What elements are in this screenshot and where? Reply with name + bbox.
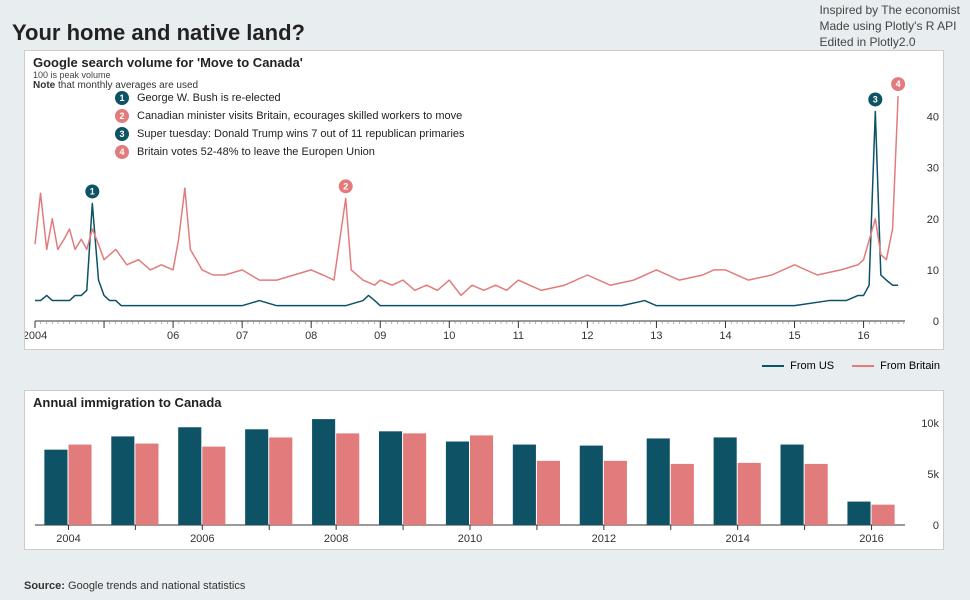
- svg-text:0: 0: [933, 316, 939, 328]
- top-chart-panel: Google search volume for 'Move to Canada…: [24, 50, 944, 350]
- source-line: Source: Google trends and national stati…: [24, 580, 245, 592]
- svg-text:1: 1: [90, 186, 95, 196]
- legend-swatch: [762, 365, 784, 367]
- svg-text:10k: 10k: [921, 418, 939, 430]
- annotation-badge: 4: [115, 145, 129, 159]
- annotation-row: 2 Canadian minister visits Britain, ecour…: [115, 109, 465, 123]
- credit-line: Edited in Plotly2.0: [819, 34, 960, 50]
- legend-label: From US: [790, 360, 834, 372]
- annotation-row: 1 George W. Bush is re-elected: [115, 91, 465, 105]
- annotation-row: 3 Super tuesday: Donald Trump wins 7 out …: [115, 127, 465, 141]
- svg-text:2010: 2010: [458, 533, 482, 545]
- annotation-badge: 1: [115, 91, 129, 105]
- svg-text:2008: 2008: [324, 533, 348, 545]
- legend-item: From US: [762, 360, 834, 372]
- svg-text:4: 4: [896, 79, 901, 89]
- annotation-badge: 2: [115, 109, 129, 123]
- svg-text:16: 16: [857, 330, 869, 342]
- svg-text:12: 12: [581, 330, 593, 342]
- svg-text:2012: 2012: [592, 533, 616, 545]
- bottom-chart-title: Annual immigration to Canada: [33, 395, 222, 410]
- annotation-legend: 1 George W. Bush is re-elected 2 Canadian m…: [115, 91, 465, 163]
- svg-text:3: 3: [873, 94, 878, 104]
- annotation-text: Canadian minister visits Britain, ecoura…: [137, 110, 462, 122]
- annotation-text: Super tuesday: Donald Trump wins 7 out o…: [137, 128, 465, 140]
- svg-text:2006: 2006: [190, 533, 214, 545]
- svg-text:0: 0: [933, 520, 939, 532]
- series-legend: From US From Britain: [762, 360, 940, 372]
- legend-label: From Britain: [880, 360, 940, 372]
- svg-text:2004: 2004: [25, 330, 47, 342]
- bottom-chart-panel: Annual immigration to Canada 0 5k 10k 2004 2…: [24, 390, 944, 550]
- annotation-text: George W. Bush is re-elected: [137, 92, 281, 104]
- svg-text:11: 11: [513, 330, 524, 342]
- svg-text:2004: 2004: [56, 533, 80, 545]
- annotation-badge: 3: [115, 127, 129, 141]
- svg-text:06: 06: [167, 330, 179, 342]
- svg-text:10: 10: [443, 330, 455, 342]
- page-title: Your home and native land?: [12, 20, 305, 46]
- svg-text:20: 20: [927, 214, 939, 226]
- annotation-row: 4 Britain votes 52-48% to leave the Europ…: [115, 145, 465, 159]
- svg-text:40: 40: [927, 112, 939, 124]
- legend-item: From Britain: [852, 360, 940, 372]
- svg-text:5k: 5k: [927, 469, 939, 481]
- svg-text:10: 10: [927, 265, 939, 277]
- top-chart-subnote: 100 is peak volume: [33, 70, 303, 80]
- svg-text:15: 15: [788, 330, 800, 342]
- top-chart-subtitle: Google search volume for 'Move to Canada…: [33, 55, 303, 70]
- svg-text:07: 07: [236, 330, 248, 342]
- credit-line: Inspired by The economist: [819, 2, 960, 18]
- top-chart-note: Note that monthly averages are used: [33, 80, 303, 91]
- svg-text:2014: 2014: [725, 533, 749, 545]
- bottom-chart-svg: 0 5k 10k 2004 2006 2008 2010 2012 2014 2016: [25, 391, 945, 551]
- svg-text:2: 2: [343, 181, 348, 191]
- legend-swatch: [852, 365, 874, 367]
- annotation-text: Britain votes 52-48% to leave the Europe…: [137, 146, 375, 158]
- svg-text:09: 09: [374, 330, 386, 342]
- credit-block: Inspired by The economist Made using Plo…: [819, 2, 960, 51]
- credit-line: Made using Plotly's R API: [819, 18, 960, 34]
- svg-text:30: 30: [927, 163, 939, 175]
- svg-text:08: 08: [305, 330, 317, 342]
- svg-text:14: 14: [719, 330, 731, 342]
- svg-text:2016: 2016: [859, 533, 883, 545]
- svg-text:13: 13: [650, 330, 662, 342]
